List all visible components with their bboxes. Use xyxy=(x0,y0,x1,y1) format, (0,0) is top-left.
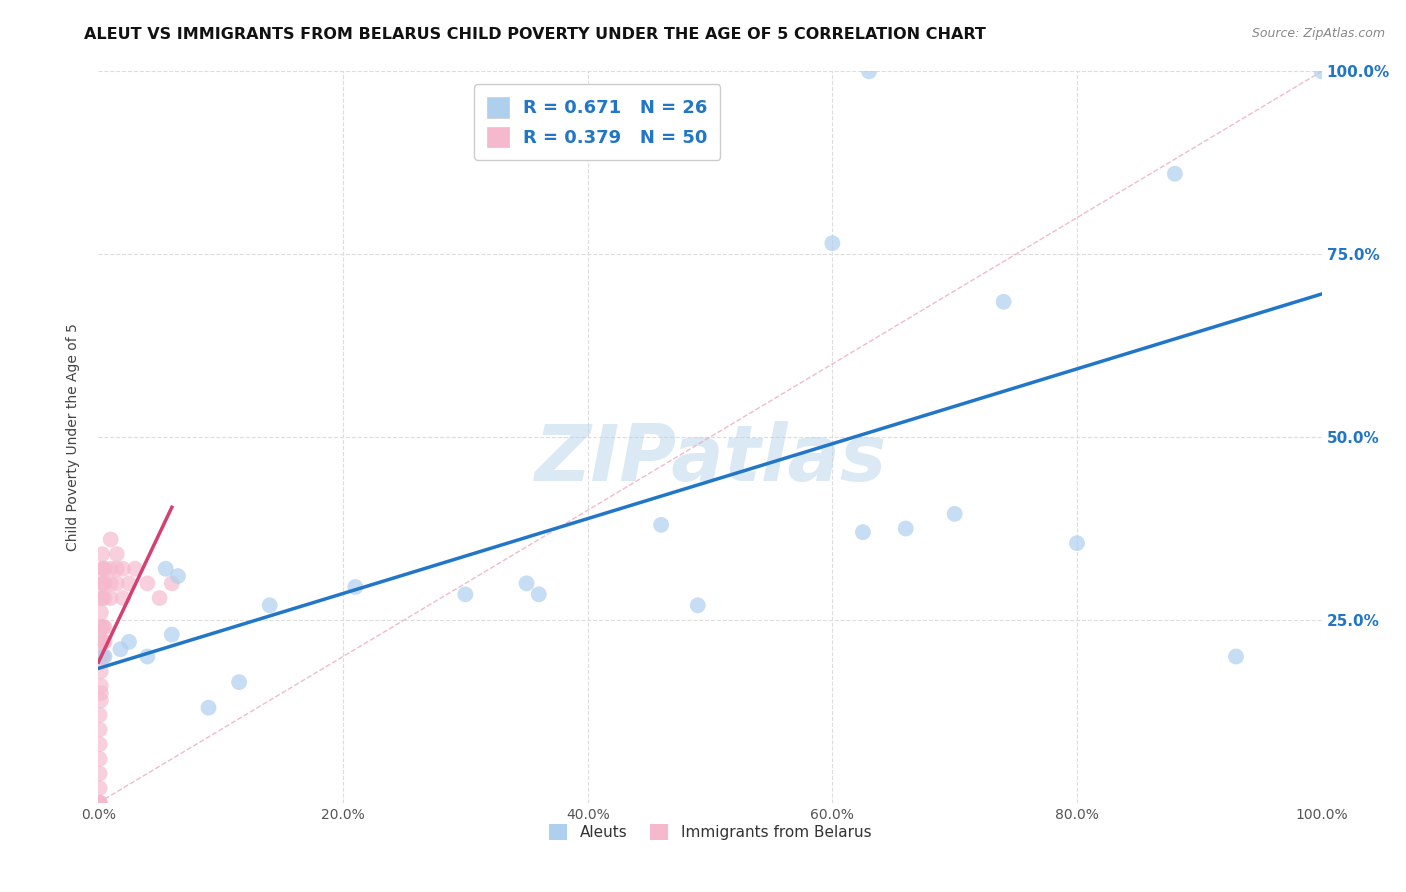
Point xyxy=(93,649,115,664)
Point xyxy=(228,675,250,690)
Point xyxy=(89,737,111,751)
Point xyxy=(90,664,112,678)
Point xyxy=(93,620,115,634)
Text: ZIPatlas: ZIPatlas xyxy=(534,421,886,497)
Point xyxy=(89,796,111,810)
Point xyxy=(160,576,183,591)
Point xyxy=(89,796,111,810)
Point xyxy=(118,576,141,591)
Point xyxy=(100,562,122,576)
Point xyxy=(91,620,114,634)
Point xyxy=(89,752,111,766)
Point xyxy=(650,517,672,532)
Point xyxy=(852,525,875,540)
Point xyxy=(89,796,111,810)
Point xyxy=(91,649,114,664)
Point xyxy=(105,547,128,561)
Point xyxy=(90,679,112,693)
Point xyxy=(91,649,114,664)
Point xyxy=(1310,64,1333,78)
Point xyxy=(89,766,111,780)
Point xyxy=(90,606,112,620)
Point xyxy=(90,620,112,634)
Point xyxy=(91,576,114,591)
Point xyxy=(118,635,141,649)
Point xyxy=(943,507,966,521)
Point xyxy=(93,635,115,649)
Point xyxy=(89,723,111,737)
Point xyxy=(91,591,114,605)
Text: ALEUT VS IMMIGRANTS FROM BELARUS CHILD POVERTY UNDER THE AGE OF 5 CORRELATION CH: ALEUT VS IMMIGRANTS FROM BELARUS CHILD P… xyxy=(84,27,986,42)
Point xyxy=(93,591,115,605)
Point xyxy=(91,547,114,561)
Point xyxy=(686,599,709,613)
Point xyxy=(454,587,477,601)
Point xyxy=(1164,167,1187,181)
Point xyxy=(894,521,917,535)
Point xyxy=(259,599,281,613)
Point xyxy=(124,562,146,576)
Point xyxy=(100,576,122,591)
Point xyxy=(197,700,219,714)
Point xyxy=(91,562,114,576)
Point xyxy=(93,562,115,576)
Point xyxy=(90,693,112,707)
Point xyxy=(527,587,550,601)
Point xyxy=(136,576,159,591)
Point xyxy=(91,620,114,634)
Point xyxy=(105,576,128,591)
Point xyxy=(155,562,177,576)
Point xyxy=(89,708,111,723)
Y-axis label: Child Poverty Under the Age of 5: Child Poverty Under the Age of 5 xyxy=(66,323,80,551)
Point xyxy=(91,635,114,649)
Point xyxy=(90,591,112,605)
Point xyxy=(111,562,134,576)
Point xyxy=(167,569,190,583)
Point xyxy=(136,649,159,664)
Point xyxy=(89,796,111,810)
Point xyxy=(100,591,122,605)
Point xyxy=(105,562,128,576)
Point xyxy=(91,562,114,576)
Legend: Aleuts, Immigrants from Belarus: Aleuts, Immigrants from Belarus xyxy=(543,818,877,847)
Point xyxy=(344,580,367,594)
Point xyxy=(515,576,537,591)
Point xyxy=(90,686,112,700)
Point xyxy=(858,64,880,78)
Point xyxy=(110,642,132,657)
Point xyxy=(91,576,114,591)
Point xyxy=(100,533,122,547)
Point xyxy=(149,591,172,605)
Point xyxy=(89,781,111,796)
Point xyxy=(1066,536,1088,550)
Point xyxy=(91,635,114,649)
Point xyxy=(90,649,112,664)
Text: Source: ZipAtlas.com: Source: ZipAtlas.com xyxy=(1251,27,1385,40)
Point xyxy=(993,294,1015,309)
Point xyxy=(111,591,134,605)
Point xyxy=(821,236,844,251)
Point xyxy=(90,635,112,649)
Point xyxy=(1225,649,1247,664)
Point xyxy=(160,627,183,641)
Point xyxy=(93,576,115,591)
